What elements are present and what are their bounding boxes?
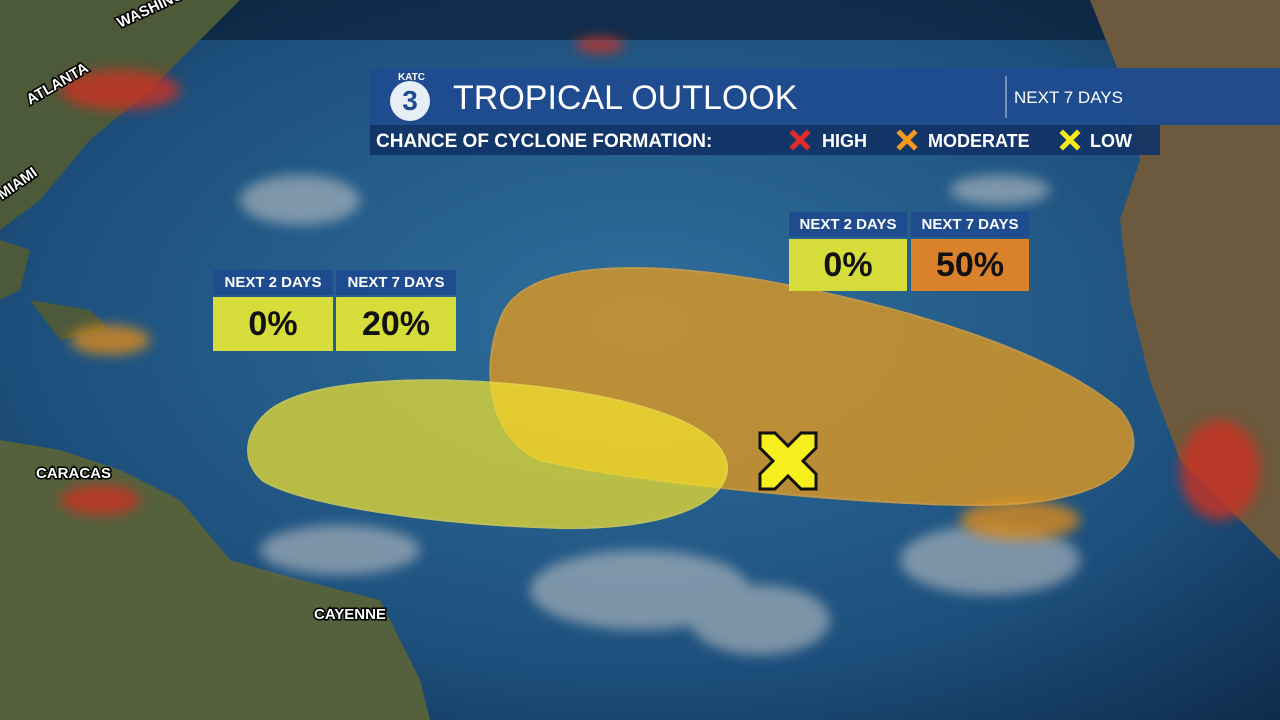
period: NEXT 7 DAYS (1014, 88, 1123, 107)
cloud-cover (240, 175, 1080, 655)
legend-item: LOW (1090, 131, 1132, 151)
north-america (0, 0, 240, 230)
logo-network: abc (427, 85, 441, 94)
logo-circle (390, 81, 430, 121)
city-label: CARACAS (36, 465, 111, 482)
box-value-text: 0% (823, 246, 872, 284)
box-header (911, 212, 1029, 237)
box-value (911, 239, 1029, 291)
legend-item: MODERATE (928, 131, 1030, 151)
logo-channel: 3 (402, 85, 418, 116)
logo-call-sign: KATC (398, 72, 425, 83)
box-value (213, 297, 333, 351)
box-value (336, 297, 456, 351)
header-bar (370, 68, 1280, 125)
storm-cells (60, 37, 1260, 540)
station-logo: KATC 3 abc (390, 72, 441, 121)
city-label: CAYENNE (314, 606, 386, 623)
box-value-text: 0% (248, 305, 297, 343)
outlook-box: NEXT 2 DAYS NEXT 7 DAYS 0% 20% (213, 270, 456, 351)
legend-label: CHANCE OF CYCLONE FORMATION: (376, 131, 712, 152)
outlook-box: NEXT 2 DAYS NEXT 7 DAYS 0% 50% (789, 212, 1029, 291)
low-icon (1059, 129, 1081, 151)
box-header-text: NEXT 2 DAYS (225, 274, 322, 291)
box-header-text: NEXT 7 DAYS (922, 216, 1019, 233)
high-icon (789, 129, 811, 151)
box-value-text: 50% (936, 246, 1004, 284)
title: TROPICAL OUTLOOK (453, 79, 798, 117)
legend-icons (789, 129, 1081, 151)
legend-bar (370, 125, 1160, 155)
box-header (213, 270, 333, 295)
box-header-text: NEXT 2 DAYS (800, 216, 897, 233)
box-value-text: 20% (362, 305, 430, 343)
low-area (247, 379, 729, 530)
caribbean-islands (0, 240, 110, 340)
box-header-text: NEXT 7 DAYS (348, 274, 445, 291)
moderate-icon (896, 129, 918, 151)
box-value (789, 239, 907, 291)
box-header (336, 270, 456, 295)
box-header (789, 212, 907, 237)
disturbance-marker (758, 431, 818, 491)
legend-item: HIGH (822, 131, 867, 151)
